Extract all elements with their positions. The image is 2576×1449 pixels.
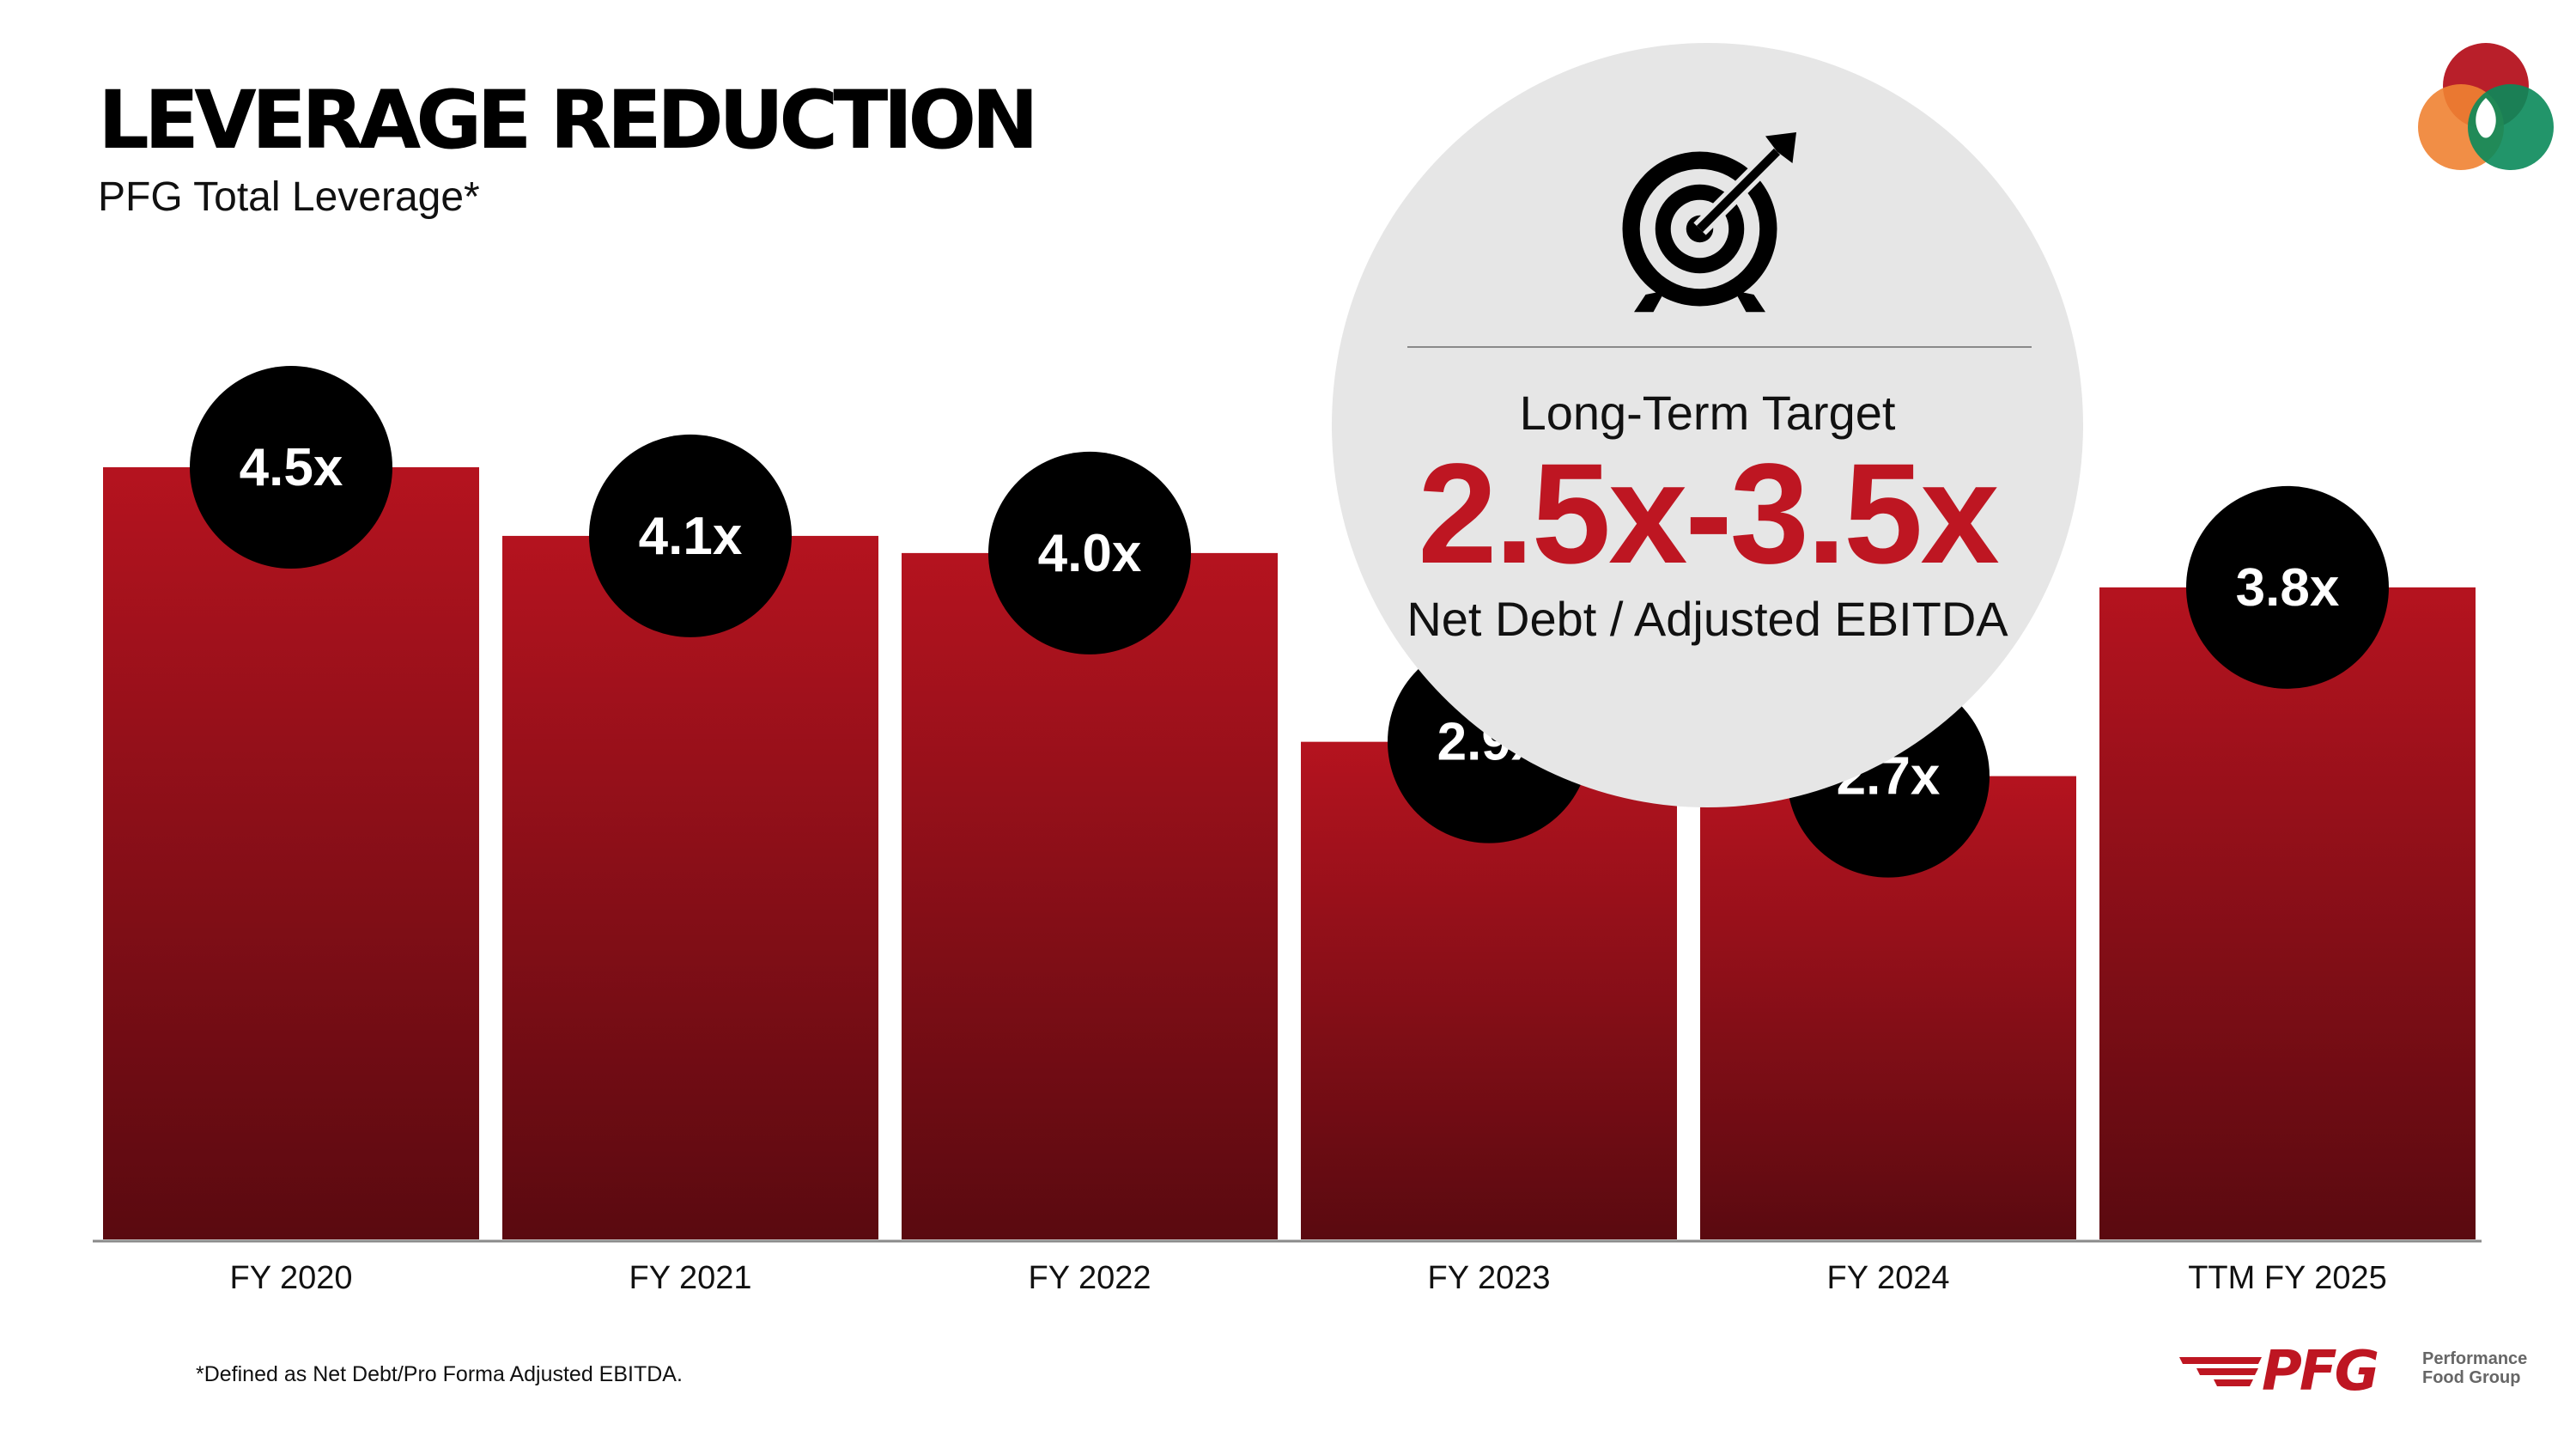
bar-fy-2021: [502, 535, 878, 1239]
long-term-target-circle: Long-Term Target 2.5x-3.5x Net Debt / Ad…: [1332, 43, 2083, 807]
x-tick-label: FY 2024: [1827, 1260, 1950, 1296]
x-tick-label: FY 2021: [629, 1260, 752, 1296]
data-label-badge: [2186, 485, 2389, 689]
chart-subtitle: PFG Total Leverage*: [98, 174, 480, 220]
data-label-badge: [988, 451, 1191, 654]
data-label-badge: [190, 366, 392, 569]
x-tick-label: FY 2020: [230, 1260, 353, 1296]
data-label-badge: [589, 434, 792, 637]
target-description: Net Debt / Adjusted EBITDA: [1406, 592, 2008, 646]
pfg-logo-subtext-line1: Performance: [2422, 1349, 2528, 1368]
pfg-logo: PFG: [2179, 1340, 2380, 1400]
target-caption: Long-Term Target: [1519, 386, 1896, 440]
target-divider: [1407, 346, 2032, 348]
data-label: 3.8x: [2236, 558, 2340, 618]
overlapping-circles-logo-icon: [2418, 43, 2554, 170]
data-label: 4.5x: [240, 438, 343, 497]
x-tick-label: TTM FY 2025: [2188, 1260, 2387, 1296]
x-tick-label: FY 2022: [1029, 1260, 1151, 1296]
target-bullseye-icon: [1622, 132, 1796, 313]
bar-ttm-fy-2025: [2099, 587, 2476, 1239]
footnote: *Defined as Net Debt/Pro Forma Adjusted …: [196, 1362, 683, 1386]
page-title: LEVERAGE REDUCTION: [98, 74, 1039, 167]
bar-fy-2022: [902, 552, 1278, 1239]
pfg-logo-subtext: Performance Food Group: [2422, 1349, 2527, 1388]
bar-fy-2020: [103, 467, 479, 1239]
pfg-logo-text: PFG: [2262, 1340, 2378, 1400]
data-label: 4.0x: [1038, 524, 1142, 583]
x-tick-label: FY 2023: [1428, 1260, 1551, 1296]
data-label: 4.1x: [639, 507, 743, 566]
pfg-logo-subtext-line2: Food Group: [2422, 1368, 2521, 1388]
target-value: 2.5x-3.5x: [1418, 435, 1999, 594]
